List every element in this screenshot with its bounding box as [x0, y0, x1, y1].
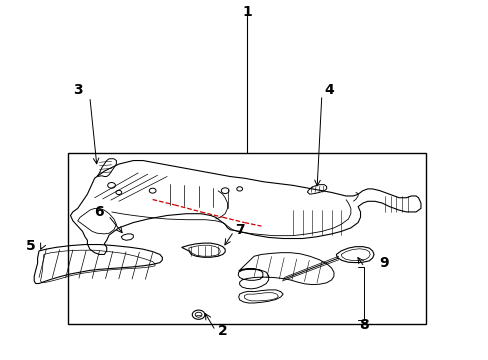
- Text: 1: 1: [242, 5, 251, 19]
- Text: 9: 9: [378, 256, 388, 270]
- Text: 7: 7: [234, 222, 244, 237]
- Bar: [68, 153, 425, 324]
- Text: 8: 8: [359, 318, 368, 332]
- Text: 4: 4: [324, 83, 333, 97]
- Text: 5: 5: [26, 239, 36, 253]
- Text: 3: 3: [73, 83, 82, 97]
- Text: 6: 6: [94, 205, 103, 219]
- Text: 2: 2: [218, 324, 227, 338]
